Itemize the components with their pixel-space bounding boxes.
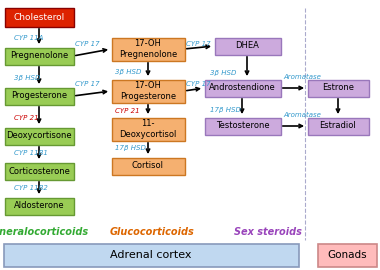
FancyBboxPatch shape xyxy=(204,117,280,134)
FancyBboxPatch shape xyxy=(5,87,73,104)
FancyBboxPatch shape xyxy=(111,79,185,103)
Text: Aromatase: Aromatase xyxy=(283,112,321,118)
Text: Progesterone: Progesterone xyxy=(11,92,67,100)
Text: Gonads: Gonads xyxy=(327,250,367,260)
Text: Pregnenolone: Pregnenolone xyxy=(10,52,68,60)
Text: CYP 11B2: CYP 11B2 xyxy=(14,185,48,191)
Text: Androstendione: Androstendione xyxy=(209,83,276,93)
Text: CYP 21: CYP 21 xyxy=(115,108,139,114)
Text: DHEA: DHEA xyxy=(236,42,260,50)
Text: 11-
Deoxycortisol: 11- Deoxycortisol xyxy=(119,119,177,139)
FancyBboxPatch shape xyxy=(318,244,377,266)
FancyBboxPatch shape xyxy=(111,157,185,174)
Text: CYP 17: CYP 17 xyxy=(75,81,100,87)
Text: 17β HSD: 17β HSD xyxy=(210,107,241,113)
Text: Estrone: Estrone xyxy=(322,83,354,93)
Text: Cortisol: Cortisol xyxy=(132,161,164,170)
Text: Adrenal cortex: Adrenal cortex xyxy=(110,250,192,260)
FancyBboxPatch shape xyxy=(307,79,369,96)
Text: 3β HSD: 3β HSD xyxy=(115,69,141,75)
Text: Estradiol: Estradiol xyxy=(320,122,356,130)
Text: 3β HSD: 3β HSD xyxy=(14,75,40,81)
FancyBboxPatch shape xyxy=(5,48,73,65)
Text: 17β HSD: 17β HSD xyxy=(115,145,146,151)
FancyBboxPatch shape xyxy=(307,117,369,134)
FancyBboxPatch shape xyxy=(5,8,73,26)
Text: CYP 11A: CYP 11A xyxy=(14,35,43,41)
FancyBboxPatch shape xyxy=(5,197,73,214)
Text: Testosterone: Testosterone xyxy=(216,122,269,130)
Text: 3β HSD: 3β HSD xyxy=(210,70,236,76)
Text: Corticosterone: Corticosterone xyxy=(8,167,70,176)
FancyBboxPatch shape xyxy=(5,163,73,180)
Text: Deoxycortisone: Deoxycortisone xyxy=(6,131,72,140)
Text: 17-OH
Pregnenolone: 17-OH Pregnenolone xyxy=(119,39,177,59)
Text: Aldosterone: Aldosterone xyxy=(14,201,64,211)
Text: Glucocorticoids: Glucocorticoids xyxy=(109,227,195,237)
FancyBboxPatch shape xyxy=(111,117,185,140)
Text: Sex steroids: Sex steroids xyxy=(234,227,302,237)
Text: 17-OH
Progesterone: 17-OH Progesterone xyxy=(120,81,176,101)
Text: CYP 17: CYP 17 xyxy=(186,41,211,47)
Text: Cholesterol: Cholesterol xyxy=(13,12,65,22)
Text: CYP 17: CYP 17 xyxy=(75,41,100,47)
FancyBboxPatch shape xyxy=(3,244,299,266)
Text: CYP 21: CYP 21 xyxy=(14,115,39,121)
FancyBboxPatch shape xyxy=(111,38,185,60)
FancyBboxPatch shape xyxy=(214,38,280,55)
Text: Aromatase: Aromatase xyxy=(283,74,321,80)
Text: Mineralocorticoids: Mineralocorticoids xyxy=(0,227,89,237)
Text: CYP 11B1: CYP 11B1 xyxy=(14,150,48,156)
Text: CYP 17: CYP 17 xyxy=(186,81,211,87)
FancyBboxPatch shape xyxy=(5,127,73,144)
FancyBboxPatch shape xyxy=(204,79,280,96)
